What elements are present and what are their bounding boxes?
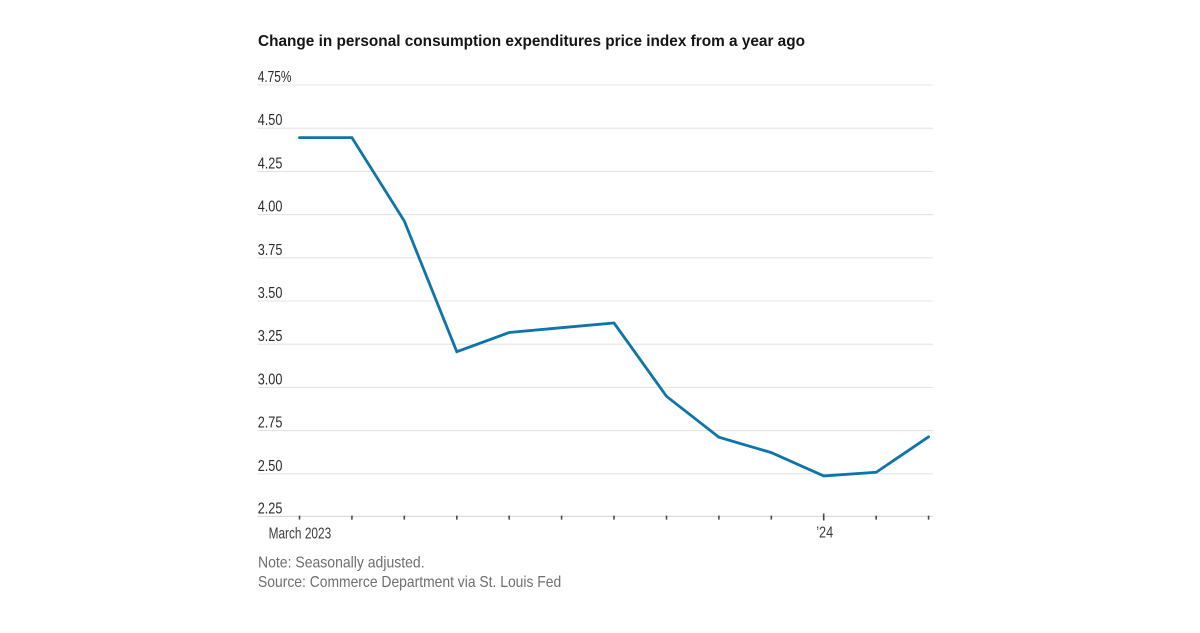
svg-text:3.25: 3.25 bbox=[258, 328, 283, 345]
svg-text:4.00: 4.00 bbox=[258, 199, 283, 216]
svg-text:Note: Seasonally adjusted.: Note: Seasonally adjusted. bbox=[258, 554, 425, 571]
svg-text:2.50: 2.50 bbox=[258, 458, 283, 475]
svg-text:2.25: 2.25 bbox=[258, 500, 283, 517]
svg-text:Change in personal consumption: Change in personal consumption expenditu… bbox=[258, 33, 805, 50]
svg-text:Source: Commerce Department vi: Source: Commerce Department via St. Loui… bbox=[258, 574, 561, 591]
svg-text:4.25: 4.25 bbox=[258, 155, 283, 172]
svg-text:3.00: 3.00 bbox=[258, 371, 283, 388]
svg-text:4.75%: 4.75% bbox=[258, 69, 292, 86]
svg-text:3.75: 3.75 bbox=[258, 242, 283, 259]
svg-text:4.50: 4.50 bbox=[258, 112, 283, 129]
svg-text:March 2023: March 2023 bbox=[269, 526, 332, 543]
svg-text:3.50: 3.50 bbox=[258, 285, 283, 302]
svg-text:2.75: 2.75 bbox=[258, 415, 283, 432]
svg-text:’24: ’24 bbox=[816, 525, 833, 542]
